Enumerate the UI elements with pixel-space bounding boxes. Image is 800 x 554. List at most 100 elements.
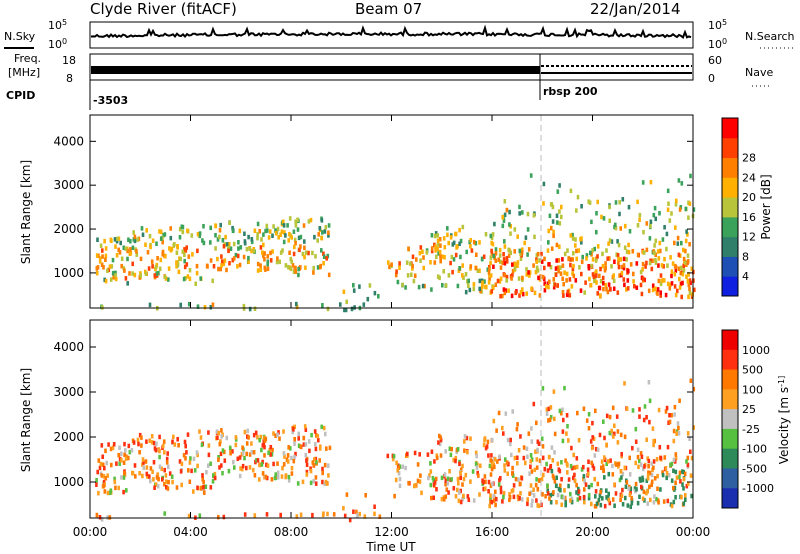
scatter-cell — [487, 270, 491, 275]
scatter-cell — [377, 294, 380, 299]
scatter-cell — [238, 455, 242, 460]
scatter-cell — [176, 437, 179, 442]
scatter-cell — [228, 445, 232, 451]
scatter-cell — [645, 221, 649, 226]
scatter-cell — [592, 274, 596, 279]
scatter-cell — [224, 234, 227, 240]
scatter-cell — [430, 287, 433, 292]
scatter-cell — [481, 280, 484, 285]
scatter-cell — [605, 461, 608, 466]
scatter-cell — [647, 380, 651, 385]
scatter-cell — [672, 438, 676, 444]
scatter-cell — [276, 432, 279, 438]
velocity-x-ticks: 00:00 04:00 08:00 12:00 16:00 20:00 00:00 — [73, 320, 710, 539]
scatter-cell — [101, 454, 104, 459]
scatter-cell — [274, 228, 277, 233]
scatter-cell — [219, 451, 223, 457]
scatter-cell — [288, 231, 291, 237]
scatter-cell — [669, 282, 672, 288]
scatter-cell — [445, 487, 449, 492]
scatter-cell — [314, 475, 318, 480]
scatter-cell — [163, 511, 166, 516]
scatter-cell — [566, 463, 569, 468]
scatter-cell — [125, 488, 128, 493]
scatter-cell — [617, 264, 621, 270]
scatter-cell — [612, 286, 616, 291]
scatter-cell — [452, 486, 456, 491]
scatter-cell — [398, 483, 402, 488]
scatter-cell — [451, 242, 455, 247]
scatter-cell — [417, 284, 421, 290]
scatter-cell — [179, 256, 182, 262]
scatter-cell — [225, 435, 229, 441]
scatter-cell — [450, 477, 453, 482]
scatter-cell — [231, 257, 235, 263]
scatter-cell — [406, 273, 410, 278]
colorbar-tick-label: 16 — [742, 211, 756, 224]
scatter-cell — [576, 410, 579, 416]
scatter-cell — [418, 250, 422, 256]
scatter-cell — [138, 471, 141, 476]
scatter-cell — [296, 227, 300, 232]
scatter-cell — [139, 256, 143, 262]
scatter-cell — [511, 409, 514, 414]
scatter-cell — [158, 464, 162, 469]
scatter-cell — [154, 264, 158, 270]
scatter-cell — [458, 227, 461, 233]
scatter-cell — [297, 443, 301, 448]
scatter-cell — [128, 271, 131, 276]
scatter-cell — [649, 219, 653, 224]
scatter-cell — [327, 473, 330, 478]
scatter-cell — [638, 217, 641, 223]
y-tick-label: 3000 — [53, 385, 84, 399]
scatter-cell — [263, 251, 266, 256]
scatter-cell — [528, 273, 531, 278]
scatter-cell — [520, 497, 524, 502]
scatter-cell — [396, 279, 400, 285]
scatter-cell — [571, 257, 574, 262]
scatter-cell — [517, 448, 521, 453]
nsearch-label: N.Search — [745, 30, 795, 43]
scatter-cell — [535, 259, 538, 264]
scatter-cell — [144, 271, 148, 276]
scatter-cell — [649, 179, 653, 185]
scatter-cell — [617, 464, 620, 469]
scatter-cell — [631, 249, 635, 254]
scatter-cell — [472, 239, 476, 245]
scatter-cell — [625, 287, 628, 292]
scatter-cell — [505, 460, 509, 465]
scatter-cell — [602, 419, 605, 424]
scatter-cell — [449, 452, 453, 458]
scatter-cell — [647, 470, 650, 475]
scatter-cell — [587, 412, 591, 417]
scatter-cell — [641, 276, 645, 281]
scatter-cell — [114, 273, 117, 278]
scatter-cell — [211, 479, 215, 484]
scatter-cell — [419, 473, 422, 478]
scatter-cell — [492, 285, 495, 290]
scatter-cell — [138, 450, 141, 455]
scatter-cell — [595, 269, 598, 274]
scatter-cell — [576, 194, 580, 200]
scatter-cell — [518, 481, 522, 487]
scatter-cell — [95, 482, 98, 487]
scatter-cell — [565, 278, 568, 283]
scatter-cell — [441, 283, 444, 288]
scatter-cell — [152, 477, 155, 482]
scatter-cell — [692, 207, 696, 212]
scatter-cell — [478, 240, 481, 245]
scatter-cell — [487, 479, 491, 485]
scatter-cell — [183, 264, 187, 270]
scatter-cell — [142, 465, 146, 470]
scatter-cell — [496, 278, 500, 284]
scatter-cell — [513, 227, 517, 232]
scatter-cell — [681, 482, 684, 487]
scatter-cell — [489, 260, 492, 266]
scatter-cell — [352, 509, 355, 514]
scatter-cell — [604, 265, 607, 271]
scatter-cell — [629, 486, 633, 491]
scatter-cell — [266, 228, 269, 233]
scatter-cell — [509, 250, 512, 255]
scatter-cell — [294, 265, 297, 271]
